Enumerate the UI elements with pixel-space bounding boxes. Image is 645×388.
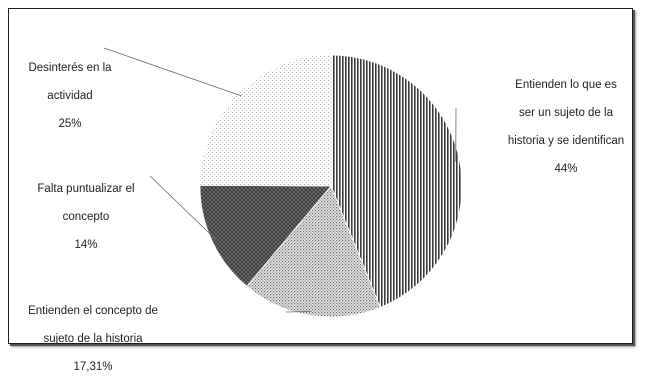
slice-label-2: Falta puntualizar el concepto 14% <box>16 168 156 266</box>
slice-label-1-line-1: sujeto de la historia <box>6 332 180 346</box>
slice-label-0-pct: 44% <box>496 162 636 176</box>
pie-slice-3 <box>200 55 331 186</box>
slice-label-0-line-1: ser un sujeto de la <box>496 106 636 120</box>
slice-label-0-line-0: Entienden lo que es <box>496 78 636 92</box>
slice-label-1-pct: 17,31% <box>6 360 180 374</box>
slice-label-1-line-0: Entienden el concepto de <box>6 304 180 318</box>
slice-label-2-line-0: Falta puntualizar el <box>16 182 156 196</box>
slice-label-1: Entienden el concepto de sujeto de la hi… <box>6 290 180 388</box>
slice-label-3-pct: 25% <box>6 117 134 131</box>
slice-label-0-line-2: historia y se identifican <box>496 134 636 148</box>
slice-label-2-pct: 14% <box>16 238 156 252</box>
slice-label-2-line-1: concepto <box>16 210 156 224</box>
slice-label-3-line-1: actividad <box>6 89 134 103</box>
slice-label-0: Entienden lo que es ser un sujeto de la … <box>496 64 636 190</box>
slice-label-3: Desinterés en la actividad 25% <box>6 47 134 145</box>
slice-label-3-line-0: Desinterés en la <box>6 61 134 75</box>
